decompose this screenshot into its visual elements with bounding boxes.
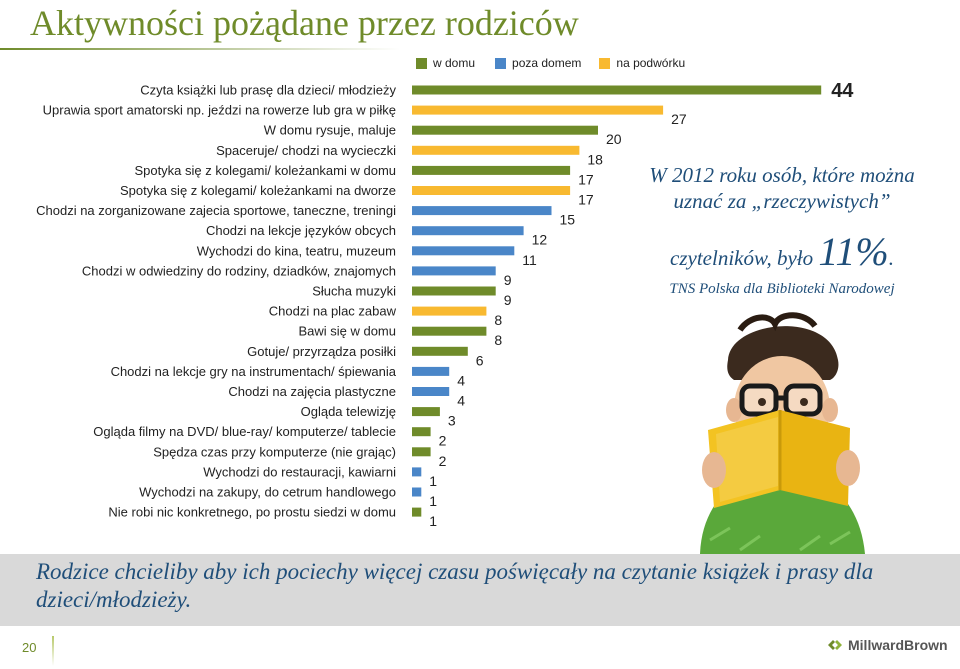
stat-line-3: czytelników, było 11%. [612, 228, 952, 275]
category-label: Nie robi nic konkretnego, po prostu sied… [108, 505, 396, 520]
category-label: Chodzi na zajęcia plastyczne [228, 384, 396, 399]
chart-legend: w domu poza domem na podwórku [416, 56, 703, 70]
legend-item-poza-domem: poza domem [495, 56, 581, 70]
value-label: 27 [671, 111, 687, 127]
value-label: 44 [831, 80, 854, 102]
page-title: Aktywności pożądane przez rodziców [30, 3, 579, 43]
bar [412, 447, 431, 457]
bar [412, 246, 515, 256]
category-label: Wychodzi do restauracji, kawiarni [203, 464, 396, 479]
category-label: Spotyka się z kolegami/ koleżankami na d… [120, 183, 396, 198]
stat-line-2: uznać za „rzeczywistych” [673, 189, 891, 213]
stat-percentage: 11% [818, 229, 889, 274]
category-label: Chodzi na zorganizowane zajecia sportowe… [36, 203, 396, 218]
category-label: Uprawia sport amatorski np. jeździ na ro… [43, 103, 396, 118]
footer-divider [52, 636, 54, 666]
value-label: 1 [429, 473, 437, 489]
bar [412, 326, 487, 336]
category-label: Chodzi w odwiedziny do rodziny, dziadków… [82, 263, 396, 278]
bar [412, 85, 822, 95]
bar [412, 507, 422, 517]
legend-label: w domu [433, 56, 476, 70]
stat-line-3-end: . [888, 246, 894, 270]
reader-stat-callout: W 2012 roku osób, które można uznać za „… [612, 162, 952, 298]
bar [412, 206, 552, 216]
value-label: 11 [522, 252, 537, 268]
value-label: 18 [587, 151, 603, 167]
legend-swatch-w-domu [416, 57, 427, 69]
category-label: Spotyka się z kolegami/ koleżankami w do… [134, 163, 396, 178]
logo-mark-icon [828, 640, 842, 650]
category-label: Wychodzi na zakupy, do cetrum handlowego [139, 485, 396, 500]
bar [412, 387, 450, 396]
legend-item-na-podworku: na podwórku [599, 56, 685, 70]
bar [412, 427, 431, 437]
bar [412, 226, 524, 236]
stat-line-3-text: czytelników, było [670, 246, 819, 270]
value-label: 3 [448, 413, 456, 429]
child-reading-book-image [700, 312, 865, 554]
value-label: 12 [532, 232, 548, 248]
value-label: 8 [494, 332, 502, 348]
category-label: Chodzi na lekcje gry na instrumentach/ ś… [111, 364, 397, 379]
logo-text: MillwardBrown [848, 637, 948, 653]
category-label: Słucha muzyki [312, 284, 396, 299]
value-label: 6 [476, 352, 484, 368]
title-underline [0, 48, 400, 50]
category-label: Chodzi na plac zabaw [269, 304, 397, 319]
category-label: Gotuje/ przyrządza posiłki [247, 344, 396, 359]
bar [412, 266, 496, 276]
bar [412, 186, 571, 195]
bar [412, 145, 580, 155]
value-label: 17 [578, 171, 594, 187]
bar [412, 306, 487, 316]
category-label: W domu rysuje, maluje [264, 123, 396, 138]
category-label: Ogląda filmy na DVD/ blue-ray/ komputerz… [93, 424, 396, 439]
value-label: 4 [457, 372, 465, 388]
value-label: 4 [457, 393, 465, 409]
value-label: 2 [439, 433, 447, 449]
category-label: Czyta książki lub prasę dla dzieci/ młod… [140, 83, 396, 98]
conclusion-band [0, 554, 960, 626]
category-label: Spaceruje/ chodzi na wycieczki [216, 143, 396, 158]
category-label: Ogląda telewizję [301, 404, 396, 419]
bar [412, 286, 496, 296]
value-label: 2 [439, 453, 447, 469]
category-label: Spędza czas przy komputerze (nie grając) [153, 444, 396, 459]
legend-label: na podwórku [616, 56, 686, 70]
bar [412, 487, 422, 497]
legend-swatch-na-podworku [599, 57, 611, 69]
bar [412, 165, 571, 175]
legend-item-w-domu: w domu [416, 56, 475, 70]
value-label: 20 [606, 131, 622, 147]
conclusion-text: Rodzice chcieliby aby ich pociechy więce… [36, 559, 874, 612]
bar [412, 346, 468, 356]
value-label: 1 [429, 493, 437, 509]
legend-label: poza domem [512, 56, 582, 70]
value-label: 8 [494, 312, 502, 328]
bar [412, 467, 422, 477]
bar [412, 125, 598, 135]
stat-line-1: W 2012 roku osób, które można [649, 163, 915, 187]
value-label: 15 [560, 212, 576, 228]
category-label: Wychodzi do kina, teatru, muzeum [197, 243, 396, 258]
value-label: 9 [504, 292, 512, 308]
stat-source: TNS Polska dla Biblioteki Narodowej [669, 281, 895, 297]
value-label: 9 [504, 272, 512, 288]
page-number: 20 [22, 640, 37, 655]
bar [412, 407, 440, 417]
legend-swatch-poza-domem [495, 57, 507, 69]
category-label: Chodzi na lekcje języków obcych [206, 223, 396, 238]
bar [412, 366, 450, 376]
value-label: 17 [578, 192, 594, 208]
millward-brown-logo: MillwardBrown [826, 636, 948, 654]
category-label: Bawi się w domu [298, 324, 396, 339]
bar-chart: Czyta książki lub prasę dla dzieci/ młod… [36, 80, 854, 529]
bar [412, 105, 664, 115]
value-label: 1 [429, 513, 437, 529]
